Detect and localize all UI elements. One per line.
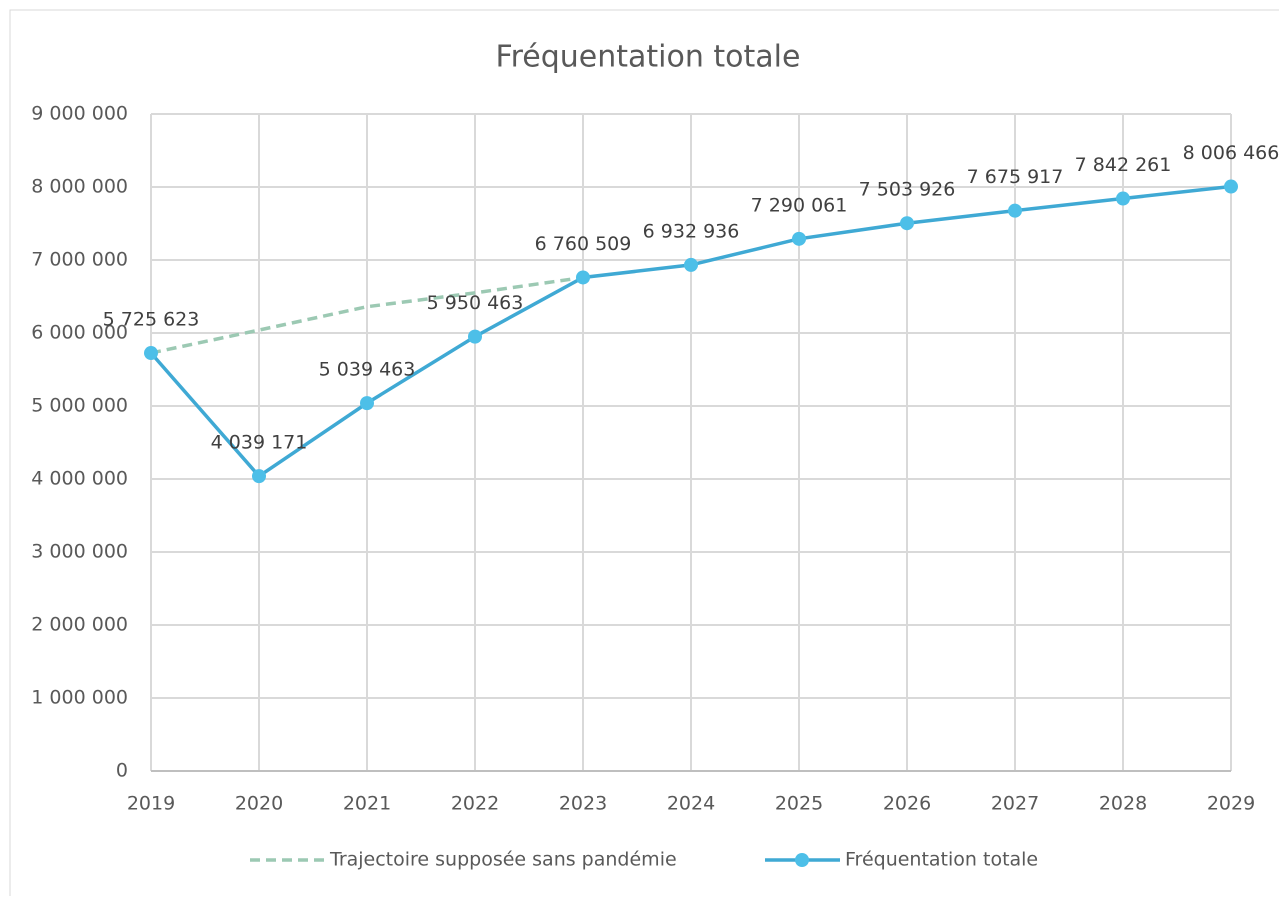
data-point — [1224, 179, 1238, 194]
data-point — [144, 346, 158, 361]
data-point — [684, 257, 698, 272]
x-tick-label: 2022 — [451, 793, 499, 815]
data-point — [1008, 203, 1022, 218]
x-tick-label: 2027 — [991, 793, 1039, 815]
y-tick-label: 1 000 000 — [31, 687, 128, 709]
data-label: 5 950 463 — [427, 292, 524, 314]
data-point — [900, 216, 914, 231]
data-label: 6 932 936 — [643, 220, 740, 242]
data-label: 8 006 466 — [1183, 142, 1279, 164]
x-tick-label: 2023 — [559, 793, 607, 815]
data-label: 7 503 926 — [859, 179, 956, 201]
series-line — [150, 275, 584, 355]
chart-frame — [9, 9, 1279, 900]
x-tick-label: 2019 — [127, 793, 175, 815]
x-tick-label: 2021 — [343, 793, 391, 815]
data-point — [576, 270, 590, 285]
data-point — [792, 231, 806, 246]
data-point — [252, 469, 266, 484]
x-tick-label: 2025 — [775, 793, 823, 815]
data-label: 4 039 171 — [211, 432, 308, 454]
x-tick-label: 2029 — [1207, 793, 1255, 815]
y-tick-label: 5 000 000 — [31, 395, 128, 417]
x-tick-label: 2026 — [883, 793, 931, 815]
y-tick-label: 6 000 000 — [31, 322, 128, 344]
chart-title: Fréquentation totale — [496, 40, 801, 75]
data-label: 7 290 061 — [751, 194, 848, 216]
y-tick-label: 7 000 000 — [31, 249, 128, 271]
x-tick-label: 2028 — [1099, 793, 1147, 815]
data-label: 7 675 917 — [967, 166, 1064, 188]
y-tick-label: 9 000 000 — [31, 103, 128, 125]
y-tick-label: 0 — [116, 760, 128, 782]
x-tick-label: 2024 — [667, 793, 715, 815]
legend-label: Fréquentation totale — [845, 849, 1038, 871]
x-tick-label: 2020 — [235, 793, 283, 815]
legend-marker — [795, 853, 809, 867]
y-tick-label: 8 000 000 — [31, 176, 128, 198]
y-tick-label: 2 000 000 — [31, 614, 128, 636]
y-tick-label: 4 000 000 — [31, 468, 128, 490]
y-tick-label: 3 000 000 — [31, 541, 128, 563]
data-label: 5 725 623 — [103, 309, 200, 331]
data-point — [468, 329, 482, 344]
legend-label: Trajectoire supposée sans pandémie — [329, 849, 677, 871]
data-label: 5 039 463 — [319, 359, 416, 381]
data-point — [360, 396, 374, 411]
data-label: 6 760 509 — [535, 233, 632, 255]
data-label: 7 842 261 — [1075, 154, 1172, 176]
data-point — [1116, 191, 1130, 206]
